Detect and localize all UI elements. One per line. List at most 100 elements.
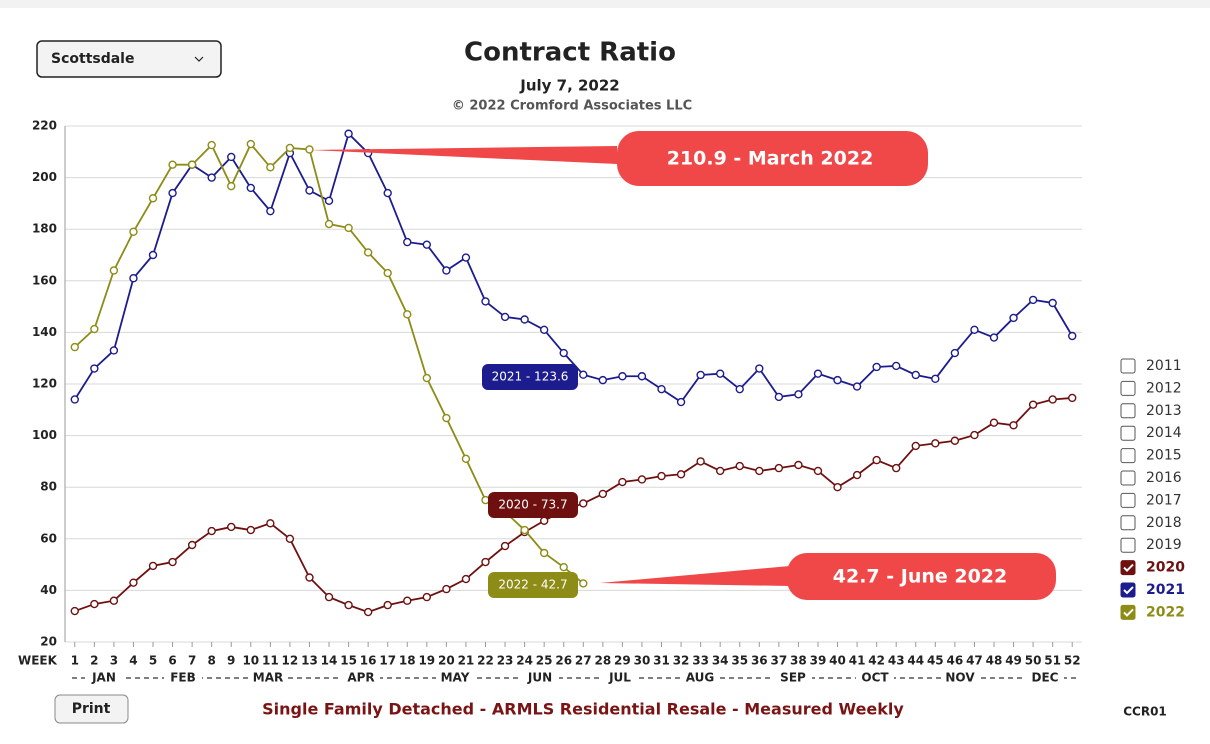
legend-label: 2012 xyxy=(1146,380,1182,396)
legend-label: 2022 xyxy=(1146,604,1185,620)
x-tick-label: 51 xyxy=(1044,654,1061,668)
legend-checkbox xyxy=(1120,470,1136,486)
callout-pointer xyxy=(600,566,790,586)
data-point xyxy=(168,557,177,567)
month-bg xyxy=(681,670,719,686)
data-point xyxy=(168,160,177,169)
data-point xyxy=(520,525,529,535)
legend-checkbox xyxy=(1120,403,1136,419)
tooltip xyxy=(482,364,578,390)
data-point xyxy=(676,397,686,407)
data-point xyxy=(520,315,529,324)
x-tick-label: 11 xyxy=(262,654,279,668)
data-point xyxy=(285,143,295,153)
data-point xyxy=(911,370,920,380)
data-point xyxy=(187,160,197,169)
x-tick-label: 28 xyxy=(594,654,611,668)
data-point xyxy=(442,413,451,423)
print-button[interactable] xyxy=(54,694,129,724)
month-bg xyxy=(436,670,474,686)
x-tick-label: 25 xyxy=(536,654,553,668)
x-tick-label: 42 xyxy=(868,654,885,668)
data-point xyxy=(989,333,999,342)
data-point xyxy=(324,196,334,206)
month-label: NOV xyxy=(945,671,975,685)
data-point xyxy=(422,240,432,249)
legend-checkbox xyxy=(1120,582,1136,598)
data-point xyxy=(403,596,412,605)
data-point xyxy=(461,574,471,584)
data-point xyxy=(539,516,549,525)
legend-checkbox xyxy=(1120,425,1136,441)
x-tick-label: 8 xyxy=(208,654,216,668)
data-point xyxy=(618,372,627,381)
y-tick-label: 200 xyxy=(32,170,57,184)
data-point xyxy=(833,375,842,385)
location-dropdown[interactable] xyxy=(36,40,222,78)
data-point xyxy=(266,206,275,216)
data-point xyxy=(246,525,255,535)
data-point xyxy=(227,522,236,532)
data-point xyxy=(579,579,588,588)
data-point xyxy=(657,384,666,394)
month-label: MAR xyxy=(253,671,283,685)
data-point xyxy=(755,466,764,476)
data-point xyxy=(461,454,471,464)
month-label: JUN xyxy=(527,671,552,685)
copyright: © 2022 Cromford Associates LLC xyxy=(452,99,692,114)
x-tick-label: 30 xyxy=(634,654,651,668)
x-tick-label: 17 xyxy=(379,654,396,668)
data-point xyxy=(833,483,842,492)
month-bg xyxy=(85,670,123,686)
legend-check xyxy=(1123,608,1134,617)
callout-text: 210.9 - March 2022 xyxy=(667,148,874,170)
legend-label: 2014 xyxy=(1146,425,1182,441)
data-point xyxy=(168,188,177,198)
x-tick-label: 16 xyxy=(360,654,377,668)
data-point xyxy=(207,140,216,150)
x-tick-label: 26 xyxy=(555,654,572,668)
month-bg xyxy=(1026,670,1064,686)
x-tick-label: 46 xyxy=(947,654,964,668)
x-tick-label: 14 xyxy=(321,654,338,668)
data-point xyxy=(442,584,451,594)
month-bg xyxy=(521,670,559,686)
data-point xyxy=(481,297,490,306)
data-point xyxy=(403,310,412,319)
data-point xyxy=(207,526,216,536)
data-point xyxy=(559,562,568,572)
data-point xyxy=(794,390,803,399)
data-point xyxy=(539,548,549,558)
data-point xyxy=(187,540,197,550)
data-point xyxy=(305,573,314,582)
y-tick-label: 100 xyxy=(32,428,57,442)
x-tick-label: 49 xyxy=(1005,654,1022,668)
month-bg xyxy=(774,670,812,686)
data-point xyxy=(324,219,334,229)
month-label: DEC xyxy=(1032,671,1059,685)
data-point xyxy=(363,248,373,257)
data-point xyxy=(109,596,119,605)
data-point xyxy=(892,361,901,371)
tooltip xyxy=(488,492,578,518)
print-text: Print xyxy=(72,701,111,717)
data-point xyxy=(481,495,490,505)
x-tick-label: 35 xyxy=(731,654,748,668)
data-point xyxy=(813,466,823,476)
data-point xyxy=(970,430,979,440)
x-tick-label: 27 xyxy=(575,654,592,668)
data-point xyxy=(989,418,999,427)
chart-title: Contract Ratio xyxy=(464,38,676,68)
data-point xyxy=(129,578,138,587)
y-tick-label: 140 xyxy=(32,325,57,339)
callout-pointer xyxy=(310,146,617,164)
y-tick-label: 160 xyxy=(32,273,57,287)
data-point xyxy=(285,534,295,543)
data-point xyxy=(892,463,901,473)
data-point xyxy=(931,374,940,384)
data-point xyxy=(676,470,686,479)
x-tick-label: 48 xyxy=(986,654,1003,668)
data-point xyxy=(227,181,236,191)
data-point xyxy=(305,145,314,154)
